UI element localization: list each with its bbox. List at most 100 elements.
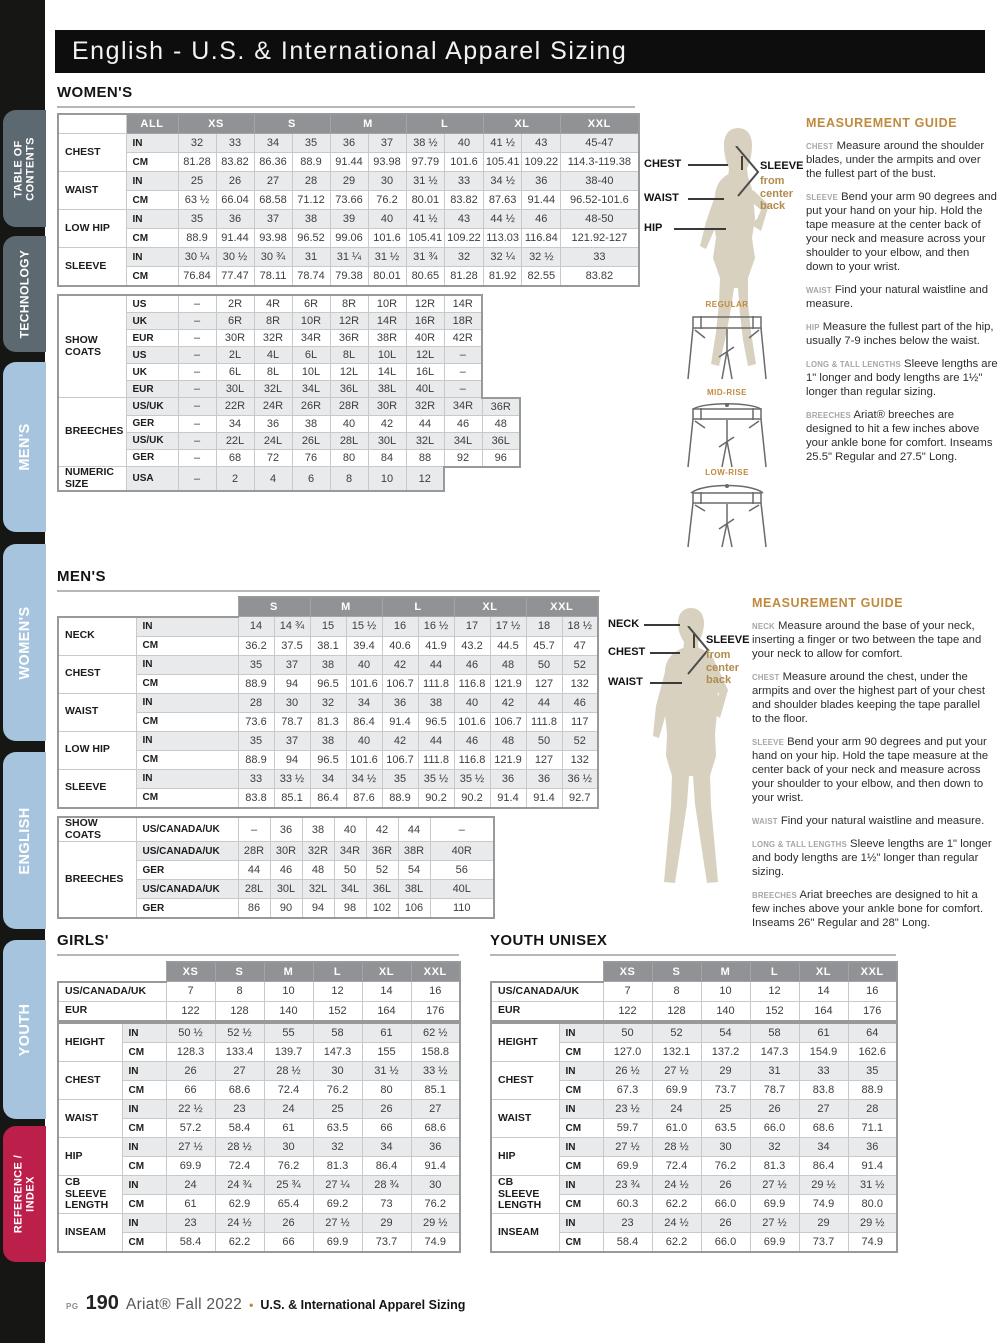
size-cell: 40 [345,730,383,751]
size-cell: 61.0 [651,1118,702,1138]
sleeve-pointer-line [687,626,710,675]
size-cell: – [177,329,217,347]
size-header-cell: M [700,961,751,982]
size-cell: 36R [329,329,369,347]
size-cell: 80.0 [847,1194,898,1214]
size-cell: 69.2 [312,1194,363,1214]
size-cell: 22L [215,431,255,450]
sidebar-tab-english[interactable]: ENGLISH [3,752,46,929]
size-cell: 42 [365,816,399,843]
size-cell: 43 [521,133,562,153]
size-cell: 27 ¼ [312,1175,363,1195]
size-cell: 61 [165,1194,216,1214]
size-cell: 36R [481,396,521,416]
size-cell: 86.36 [253,152,293,172]
pg-label: PG [66,1302,79,1311]
size-cell: 91.4 [847,1156,898,1176]
size-cell: 16 ½ [417,616,455,637]
size-cell: 34R [333,841,367,862]
size-cell: 41 ½ [405,209,446,229]
size-cell: 58.4 [602,1232,653,1253]
size-cell: 25 [700,1099,751,1119]
size-cell: 46 [269,860,303,881]
size-cell: 34 [798,1137,849,1157]
size-cell: 86 [237,898,271,920]
size-cell: 76.2 [410,1194,461,1214]
row-label: BREECHES [57,397,127,467]
size-cell: 40L [405,380,445,398]
size-cell: 38 [291,209,331,229]
size-cell: 111.8 [525,711,563,732]
size-cell: 52 [561,730,599,751]
spacer-cell [444,467,636,492]
size-cell: 38R [367,329,407,347]
size-cell: 38 [417,692,455,713]
size-cell: 83.8 [237,787,275,809]
size-cell: 40 [345,654,383,675]
sidebar-tab-youth[interactable]: YOUTH [3,940,46,1119]
size-header-cell: L [405,113,484,134]
guide-term: CHEST [806,142,834,151]
size-cell: – [443,380,483,398]
size-cell: 60.3 [602,1194,653,1214]
size-cell: 31 ½ [367,247,407,267]
spacer-cell [520,398,636,416]
sidebar-tab-womens[interactable]: WOMEN'S [3,544,46,741]
size-cell: 46 [561,692,599,713]
size-cell: 36 [847,1137,898,1157]
size-cell: 48 [301,860,335,881]
size-cell: 128.3 [165,1042,216,1062]
size-cell: 10L [291,363,331,381]
size-cell: 88.9 [237,673,275,694]
size-cell: 48-50 [560,209,640,229]
size-cell: 93.98 [253,228,293,248]
size-header-cell: XXL [847,961,898,982]
guide-item: SLEEVE Bend your arm 90 degrees and put … [752,736,989,804]
spacer-cell [482,381,636,398]
size-cell: 73.7 [700,1080,751,1100]
unit-cell: IN [558,1099,604,1119]
spacer-cell [482,295,636,313]
size-cell: 58 [312,1022,363,1043]
size-cell: 69.9 [602,1156,653,1176]
unit-cell: IN [121,1213,167,1233]
size-cell: 26L [291,431,331,450]
size-cell: 14 [798,981,849,1002]
unit-cell: US/UK [125,397,179,416]
size-cell: 41 ½ [482,133,523,153]
size-cell: 69.9 [651,1080,702,1100]
size-cell: 38 [291,414,331,433]
size-cell: 34 [345,692,383,713]
sidebar-tab-technology[interactable]: TECHNOLOGY [3,236,46,352]
size-cell: 8 [651,981,702,1002]
sidebar-tab-mens[interactable]: MEN'S [3,362,46,532]
size-cell: 31 [749,1061,800,1081]
sidebar-tab-table-of-contents[interactable]: TABLE OF CONTENTS [3,110,46,227]
size-header-cell: S [253,113,331,134]
size-cell: 35 [237,654,275,675]
size-cell: 71.12 [291,190,331,210]
size-cell: 86.4 [361,1156,412,1176]
unit-cell: IN [558,1061,604,1081]
size-cell: 8R [253,312,293,330]
size-cell: – [429,816,495,843]
size-cell: 127 [525,749,563,770]
size-cell: 43 [444,209,484,229]
sidebar-tab-reference-index[interactable]: REFERENCE / INDEX [3,1126,46,1262]
size-cell: 36 [410,1137,461,1157]
guide-term: BREECHES [806,411,851,420]
size-cell: 58 [749,1022,800,1043]
guide-term: HIP [806,323,820,332]
sleeve-from-center-back-label: from center back [706,649,740,687]
size-cell: 6R [291,294,331,313]
size-cell: 23 ¾ [602,1175,653,1195]
size-cell: 44 [417,654,455,675]
size-cell: 44 [405,414,445,433]
size-cell: 41.9 [417,635,455,656]
womens-size-table: ALL XS S M L XL XXL CHEST IN 32 33 34 35 36 37 38 ½ 40 41… [57,113,640,287]
size-cell: 38.1 [309,635,347,656]
size-cell: 42 [489,692,527,713]
size-cell: 83.82 [560,266,640,287]
size-cell: 14 [237,616,275,637]
guide-term: CHEST [752,673,780,682]
